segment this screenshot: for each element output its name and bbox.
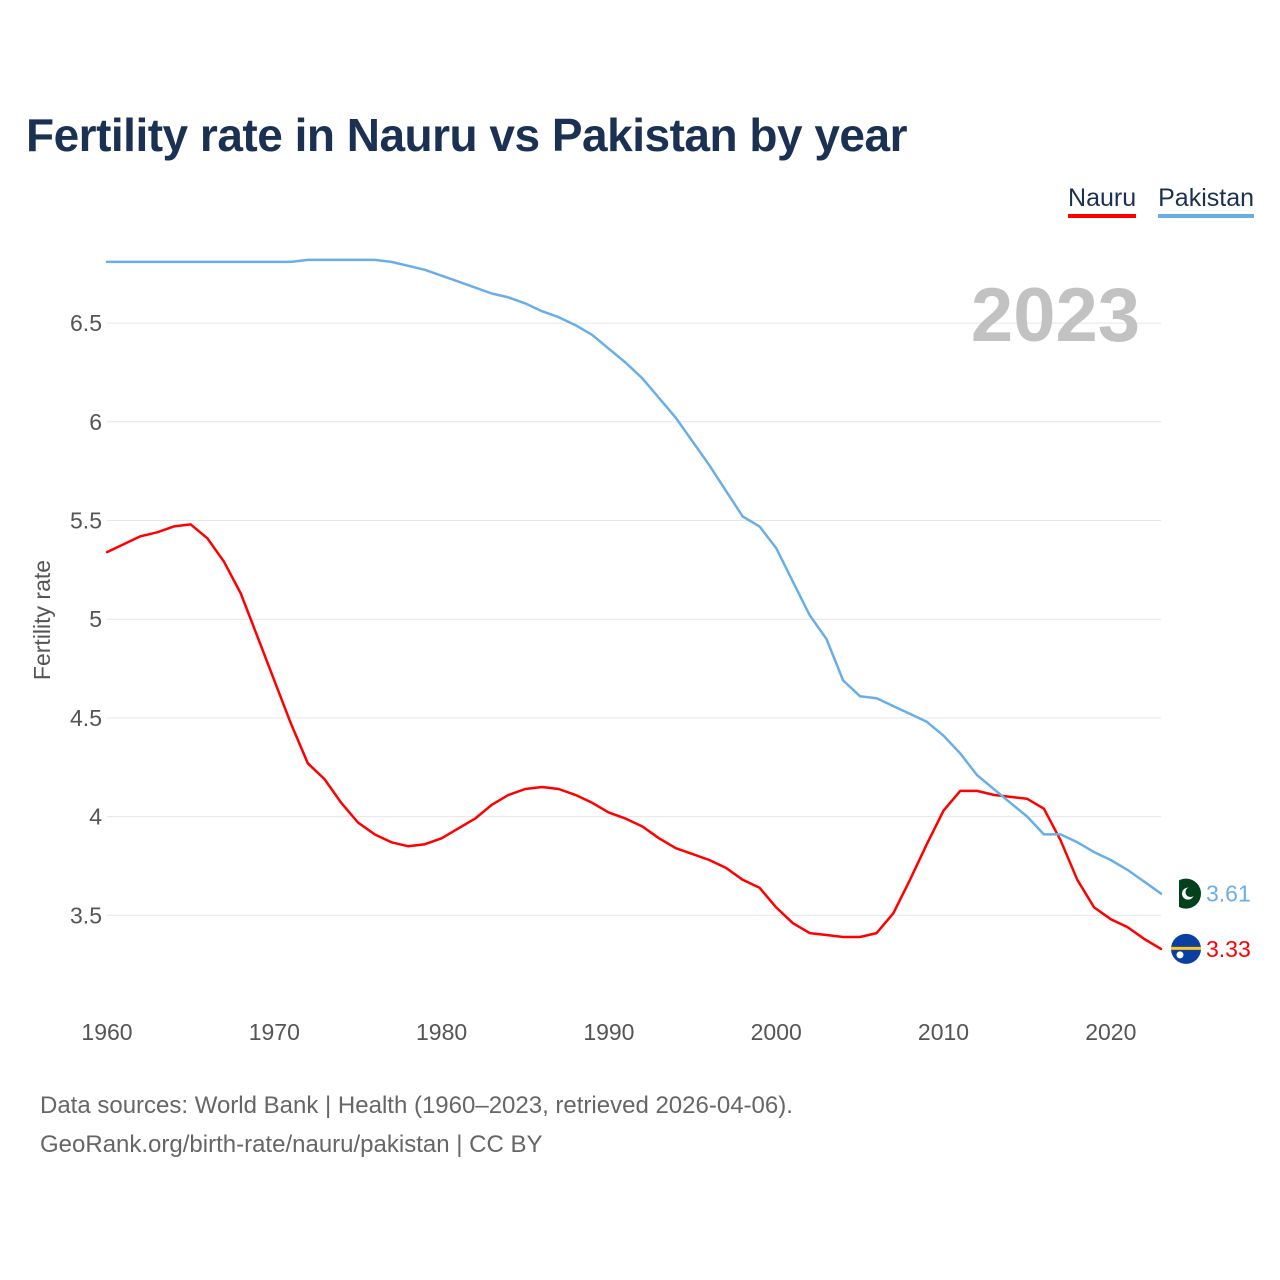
y-tick-label: 5 xyxy=(89,606,102,632)
y-tick-label: 6.5 xyxy=(70,310,102,336)
nauru-star-icon xyxy=(1176,951,1184,959)
legend: Nauru Pakistan xyxy=(1068,183,1254,218)
x-tick-label: 1980 xyxy=(416,1019,467,1045)
legend-item-pakistan[interactable]: Pakistan xyxy=(1158,183,1254,218)
x-tick-label: 2020 xyxy=(1085,1019,1136,1045)
x-tick-label: 2010 xyxy=(918,1019,969,1045)
y-tick-label: 3.5 xyxy=(70,902,102,928)
x-tick-label: 1970 xyxy=(249,1019,300,1045)
nauru-flag-stripe-icon xyxy=(1171,946,1201,950)
attribution-text: GeoRank.org/birth-rate/nauru/pakistan | … xyxy=(40,1131,543,1158)
pakistan-flag-stripe-icon xyxy=(1171,878,1179,909)
y-tick-label: 5.5 xyxy=(70,507,102,533)
legend-item-nauru[interactable]: Nauru xyxy=(1068,183,1137,218)
y-tick-label: 4 xyxy=(89,804,102,830)
series-line-pakistan xyxy=(105,258,1163,895)
footer: Data sources: World Bank | Health (1960–… xyxy=(40,1086,793,1164)
y-axis-label: Fertility rate xyxy=(29,560,55,680)
x-tick-label: 1960 xyxy=(81,1019,132,1045)
y-tick-label: 4.5 xyxy=(70,705,102,731)
end-label-nauru: 3.33 xyxy=(1206,936,1251,962)
y-tick-label: 6 xyxy=(89,409,102,435)
pakistan-crescent-cut-icon xyxy=(1185,887,1196,898)
series-line-nauru xyxy=(105,523,1163,951)
year-label: 2023 xyxy=(971,273,1140,358)
chart-title: Fertility rate in Nauru vs Pakistan by y… xyxy=(26,109,907,161)
data-source-text: Data sources: World Bank | Health (1960–… xyxy=(40,1092,793,1119)
x-tick-label: 2000 xyxy=(751,1019,802,1045)
x-tick-label: 1990 xyxy=(583,1019,634,1045)
end-label-pakistan: 3.61 xyxy=(1206,881,1251,907)
